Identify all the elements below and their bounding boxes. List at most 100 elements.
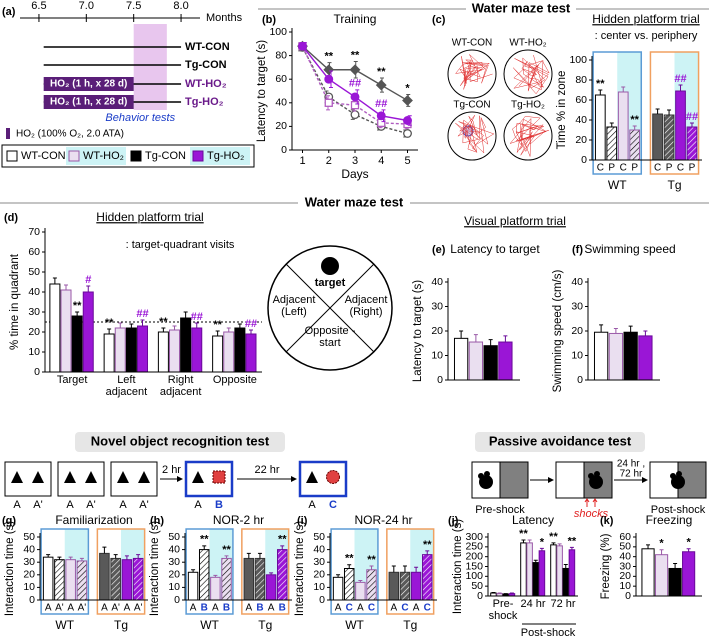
error-bar xyxy=(689,122,694,127)
bar xyxy=(594,94,606,161)
header-box xyxy=(75,432,285,452)
y-tick-label: 70 xyxy=(28,226,40,238)
y-tick-label: 100 xyxy=(269,26,287,38)
marker xyxy=(324,98,333,107)
y-axis-label: Freezing (%) xyxy=(600,533,612,599)
y-tick-label: 80 xyxy=(575,74,587,86)
category-label: C xyxy=(654,163,661,174)
error-bar xyxy=(655,108,660,114)
legend-label: Tg-CON xyxy=(145,150,186,162)
significance: ** xyxy=(159,316,168,328)
error-bar xyxy=(202,545,207,550)
y-tick-label: 20 xyxy=(619,570,631,582)
y-axis-label: Swimming speed (cm/s) xyxy=(552,269,564,392)
bar xyxy=(562,567,570,597)
legend-label: Tg-HO₂ xyxy=(207,150,244,162)
category-label: C xyxy=(368,603,375,614)
group-box xyxy=(241,528,290,615)
shock-arrow xyxy=(592,498,598,507)
x-tick-label: 5 xyxy=(404,155,410,167)
bar xyxy=(265,574,277,601)
y-tick-label: 10 xyxy=(571,349,583,361)
marker xyxy=(403,116,412,125)
error-bar xyxy=(118,322,123,328)
error-bar xyxy=(161,327,166,332)
bar xyxy=(198,549,210,601)
bar xyxy=(136,325,149,373)
significance: ** xyxy=(324,51,333,63)
bar xyxy=(42,556,54,601)
error-bar xyxy=(213,574,218,578)
interval-label: 22 hr xyxy=(254,464,279,476)
object-label: A xyxy=(308,499,316,511)
y-tick-label: 40 xyxy=(431,276,443,288)
error-bar xyxy=(107,328,112,334)
header-box xyxy=(475,432,645,452)
error-bar xyxy=(473,334,478,343)
category-label: 24 hr xyxy=(520,599,546,610)
chart-title: Familiarization xyxy=(55,513,132,527)
time-tick-label: 7.0 xyxy=(79,0,94,12)
group-label: WT xyxy=(608,178,627,192)
significance: ** xyxy=(345,553,354,565)
object xyxy=(117,471,129,483)
bar xyxy=(498,341,513,381)
dark-chamber xyxy=(499,461,529,499)
group-label: WT-HO₂ xyxy=(185,78,227,90)
y-tick-label: 40 xyxy=(28,286,40,298)
bar xyxy=(355,581,366,601)
y-tick-label: 30 xyxy=(313,556,325,568)
bar xyxy=(49,283,61,373)
y-tick-label: 10 xyxy=(431,349,443,361)
bar xyxy=(623,331,638,381)
marker xyxy=(298,41,307,51)
error-bar xyxy=(46,554,51,558)
bar xyxy=(606,126,618,161)
error-bar xyxy=(191,569,196,573)
swim-path xyxy=(455,115,495,154)
significance: ** xyxy=(105,317,114,329)
track-label: WT-CON xyxy=(452,38,493,49)
bar xyxy=(668,567,682,597)
arena xyxy=(4,461,52,497)
quadrant-label: target xyxy=(314,278,346,289)
bar xyxy=(223,331,235,373)
legend-highlight xyxy=(190,147,250,165)
bar xyxy=(76,560,88,601)
chart-title: Latency xyxy=(512,513,554,527)
panel-label: (j) xyxy=(448,515,459,527)
significance: * xyxy=(659,538,664,550)
object-label: A xyxy=(194,499,202,511)
bar xyxy=(125,327,137,373)
error-bar xyxy=(215,330,220,336)
section-header: Passive avoidance test xyxy=(489,433,632,448)
error-bar xyxy=(646,544,651,549)
error-bar xyxy=(183,311,188,318)
quadrant-label-box: Adjacent (Right) xyxy=(345,295,388,317)
marker xyxy=(350,101,360,110)
category-label: C xyxy=(677,163,684,174)
bar xyxy=(641,548,655,597)
y-tick-label: 30 xyxy=(23,556,35,568)
marker xyxy=(349,64,361,76)
y-tick-label: 50 xyxy=(28,266,40,278)
x-tick-label: 1 xyxy=(299,155,305,167)
track-label: Tg-HO₂ xyxy=(511,100,545,111)
significance: ## xyxy=(245,318,257,330)
bar xyxy=(132,557,144,601)
platform-mark xyxy=(321,257,339,275)
y-tick-label: 0 xyxy=(581,154,587,166)
significance: ** xyxy=(519,528,528,540)
error-bar xyxy=(269,572,274,575)
significance: ** xyxy=(278,534,287,546)
group-label: Tg-HO₂ xyxy=(185,96,224,108)
time-tick-label: 6.5 xyxy=(31,0,46,12)
bar xyxy=(110,557,121,601)
subsection-header: Visual platform trial xyxy=(464,214,566,228)
category-label: A xyxy=(335,603,342,614)
category-label: B xyxy=(279,603,286,614)
significance: ** xyxy=(630,114,639,126)
bar xyxy=(343,568,355,601)
category-label: Right adjacent xyxy=(159,375,202,398)
